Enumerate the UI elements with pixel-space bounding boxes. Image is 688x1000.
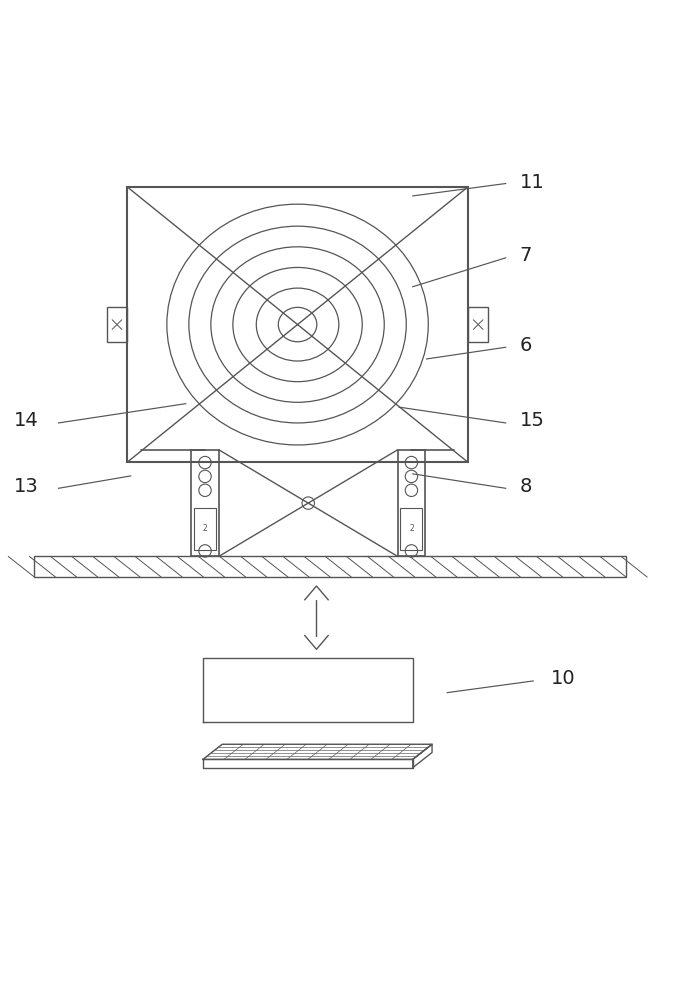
Bar: [34, 556, 626, 577]
Text: 6: 6: [519, 336, 532, 355]
Bar: [191, 450, 219, 556]
Bar: [194, 508, 216, 550]
Text: 8: 8: [519, 477, 532, 496]
Text: 15: 15: [519, 411, 544, 430]
Bar: [127, 187, 468, 462]
Text: 11: 11: [519, 173, 544, 192]
Text: 2: 2: [203, 524, 207, 533]
Bar: [107, 307, 127, 342]
Bar: [468, 307, 488, 342]
Bar: [400, 508, 422, 550]
Bar: [398, 450, 425, 556]
Text: 10: 10: [550, 669, 575, 688]
Text: 2: 2: [409, 524, 413, 533]
Text: 7: 7: [519, 246, 532, 265]
Text: 13: 13: [14, 477, 39, 496]
Text: 14: 14: [14, 411, 39, 430]
